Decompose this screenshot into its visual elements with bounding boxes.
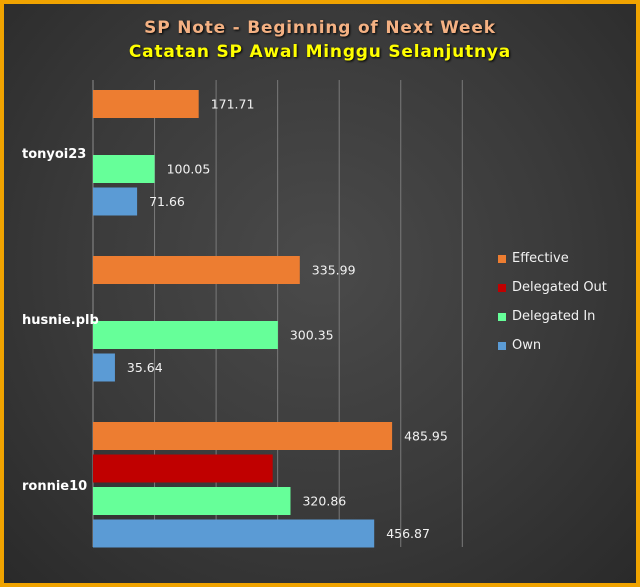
legend-item-own: Own — [498, 331, 607, 360]
legend-label-own: Own — [512, 338, 542, 353]
legend-item-delegated-out: Delegated Out — [498, 273, 607, 302]
bar-effective-tonyoi23 — [93, 90, 199, 118]
data-label: 300.35 — [290, 328, 334, 343]
legend: Effective Delegated Out Delegated In Own — [498, 244, 607, 360]
data-label: 320.86 — [302, 494, 346, 509]
bar-own-ronnie10 — [93, 519, 375, 548]
bar-delegated-out-ronnie10 — [93, 454, 273, 483]
chart-title: SP Note - Beginning of Next Week — [144, 18, 496, 38]
category-label-ronnie10: ronnie10 — [22, 479, 87, 494]
data-label: 71.66 — [149, 194, 185, 209]
bar-effective-husnie-plb — [93, 256, 300, 284]
data-label: 335.99 — [312, 263, 356, 278]
legend-label-delegated-out: Delegated Out — [512, 280, 607, 295]
category-labels: tonyoi23 husnie.plb ronnie10 — [22, 147, 99, 494]
bars — [93, 90, 393, 548]
legend-swatch-delegated-out — [498, 283, 506, 292]
data-label: 456.87 — [386, 526, 430, 541]
data-label: 100.05 — [167, 162, 211, 177]
bar-delegated-in-tonyoi23 — [93, 155, 155, 183]
category-label-husnie-plb: husnie.plb — [22, 313, 99, 328]
bar-effective-ronnie10 — [93, 422, 393, 450]
data-label: 35.64 — [127, 360, 163, 375]
legend-label-delegated-in: Delegated In — [512, 309, 596, 324]
bar-own-husnie-plb — [93, 353, 115, 382]
legend-label-effective: Effective — [512, 251, 569, 266]
data-label: 171.71 — [211, 97, 255, 112]
legend-item-delegated-in: Delegated In — [498, 302, 607, 331]
legend-swatch-effective — [498, 254, 506, 263]
legend-swatch-own — [498, 341, 506, 350]
bar-delegated-in-husnie-plb — [93, 321, 278, 349]
category-label-tonyoi23: tonyoi23 — [22, 147, 86, 162]
chart-subtitle: Catatan SP Awal Minggu Selanjutnya — [128, 42, 512, 62]
bar-own-tonyoi23 — [93, 187, 138, 216]
bar-delegated-in-ronnie10 — [93, 487, 291, 515]
legend-swatch-delegated-in — [498, 312, 506, 321]
data-labels: 171.71 100.05 71.66 335.99 300.35 35.64 485.95… — [127, 97, 448, 542]
bar-chart: 171.71 100.05 71.66 335.99 300.35 35.64 485.95… — [22, 80, 463, 548]
legend-item-effective: Effective — [498, 244, 607, 273]
data-label: 485.95 — [404, 429, 448, 444]
